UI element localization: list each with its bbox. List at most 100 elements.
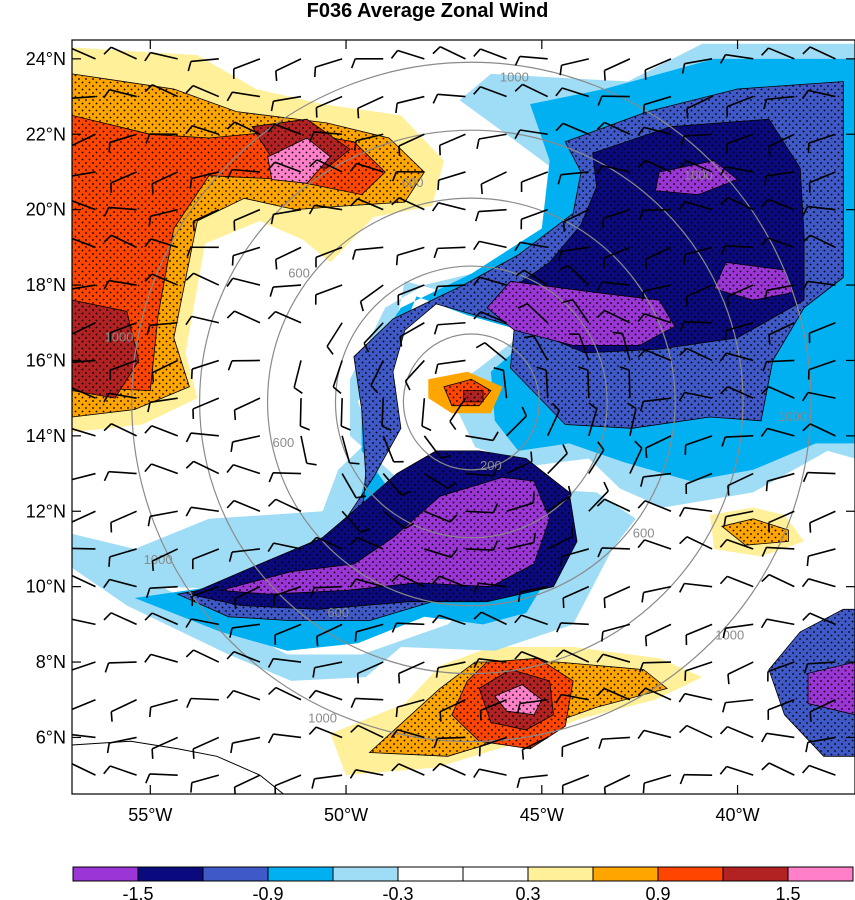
wind-barb	[437, 171, 466, 191]
colorbar-box-3	[267, 866, 334, 882]
wind-barb	[642, 774, 672, 794]
wind-barb	[233, 585, 261, 609]
wind-barb	[231, 246, 261, 266]
wind-barb	[596, 309, 631, 324]
wind-barb	[151, 171, 179, 194]
wind-barb	[523, 335, 549, 361]
wind-barb	[678, 201, 713, 211]
wind-barb	[185, 649, 220, 663]
wind-barb	[350, 57, 384, 69]
wind-barb	[557, 171, 589, 185]
wind-barb	[357, 95, 384, 119]
colorbar-box-7	[527, 866, 594, 882]
wind-barb	[547, 485, 572, 512]
y-tick-label: 18°N	[26, 275, 66, 295]
wind-barb	[191, 585, 220, 607]
wind-barb	[356, 661, 384, 684]
wind-barb	[684, 661, 713, 681]
wind-barb	[350, 536, 384, 550]
wind-barb	[801, 89, 836, 100]
colorbar-label: 0.9	[645, 884, 670, 900]
wind-barb	[473, 240, 507, 251]
wind-barb	[185, 125, 220, 136]
wind-barb	[144, 273, 179, 286]
wind-barb	[596, 498, 631, 512]
ring-label-1: 600	[273, 435, 295, 450]
wind-barb	[724, 321, 754, 341]
colorbar-box-1	[137, 866, 204, 882]
wind-barb	[185, 618, 219, 628]
wind-barb	[719, 765, 754, 776]
wind-barb	[144, 84, 179, 98]
wind-barb	[144, 51, 178, 62]
wind-barb	[514, 129, 548, 140]
wind-barb	[148, 208, 178, 227]
wind-barb	[315, 95, 343, 118]
wind-barb	[103, 234, 137, 249]
wind-barb	[641, 585, 672, 603]
wind-barb	[332, 360, 343, 394]
wind-barb	[629, 440, 643, 474]
wind-barb	[382, 473, 412, 496]
wind-barb	[465, 466, 499, 477]
wind-barb	[555, 649, 590, 663]
wind-barb	[723, 510, 754, 527]
colorbar-box-11	[787, 866, 854, 882]
wind-barb	[465, 503, 499, 514]
wind-barb	[637, 349, 672, 362]
wind-barb	[475, 342, 508, 362]
ring-label-0: 200	[480, 458, 502, 473]
wind-barb	[473, 86, 507, 98]
y-tick-label: 10°N	[26, 577, 66, 597]
wind-barb	[268, 686, 302, 701]
wind-barb	[761, 546, 795, 557]
wind-barb	[431, 614, 466, 626]
wind-barb	[809, 510, 836, 533]
wind-barb	[596, 281, 630, 292]
wind-barb	[802, 280, 836, 291]
significance-stipple-2	[72, 114, 386, 392]
wind-barb	[473, 48, 507, 60]
wind-barb	[637, 500, 672, 512]
wind-barb	[103, 578, 137, 589]
wind-barb	[480, 171, 507, 195]
wind-barb	[678, 391, 713, 402]
wind-barb	[341, 473, 367, 499]
wind-barb	[391, 170, 425, 182]
significance-stipple-26	[463, 390, 484, 403]
wind-barb	[230, 736, 261, 754]
wind-barb	[473, 611, 507, 626]
range-ring-1000	[131, 61, 812, 743]
wind-barb	[395, 95, 425, 114]
colorbar-label: -0.3	[382, 884, 413, 900]
wind-barb	[433, 246, 466, 259]
wind-barb	[761, 762, 795, 776]
wind-barb	[473, 658, 507, 669]
wind-barb	[109, 322, 137, 343]
wind-barb	[720, 196, 754, 211]
wind-barb	[226, 463, 261, 475]
wind-barb	[760, 198, 795, 211]
wind-barb	[588, 481, 609, 512]
wind-barb	[395, 246, 425, 266]
wind-barb	[727, 472, 754, 496]
wind-barb	[314, 284, 343, 305]
wind-barb	[679, 321, 713, 332]
wind-barb	[767, 510, 795, 533]
wind-barb	[147, 510, 178, 527]
wind-barb	[578, 366, 590, 399]
wind-barb	[72, 47, 96, 60]
wind-barb	[308, 536, 343, 550]
wind-barb	[559, 264, 590, 286]
y-tick-label: 6°N	[36, 727, 66, 747]
wind-barb	[685, 623, 713, 646]
wind-barb	[808, 322, 836, 344]
wind-barb	[104, 661, 137, 673]
wind-barb	[685, 284, 713, 307]
wind-barb	[805, 736, 836, 753]
wind-barb	[189, 171, 219, 189]
wind-barb	[760, 427, 795, 437]
wind-barb	[719, 725, 754, 739]
wind-barb	[644, 58, 672, 80]
